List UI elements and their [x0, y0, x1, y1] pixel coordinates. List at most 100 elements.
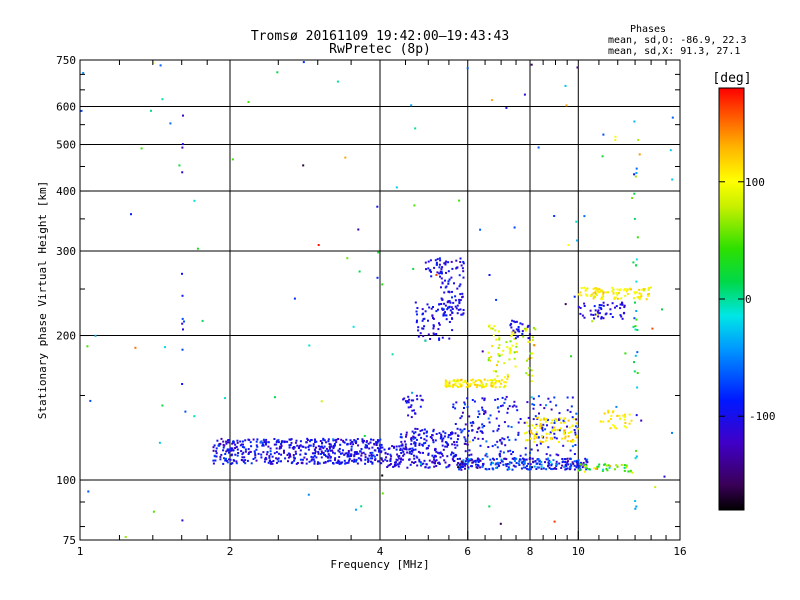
data-point [570, 355, 572, 358]
data-point [519, 418, 522, 420]
data-point [507, 375, 509, 378]
data-point [498, 354, 501, 357]
data-point [288, 446, 291, 449]
data-point [540, 463, 543, 466]
data-point [561, 458, 564, 460]
data-point [444, 445, 447, 448]
data-point [631, 197, 634, 199]
data-point [346, 257, 349, 260]
data-point [495, 417, 498, 420]
data-point [411, 447, 414, 450]
data-point [367, 458, 370, 461]
data-point [444, 261, 447, 264]
data-point [343, 453, 346, 456]
data-point [514, 465, 517, 468]
data-point [459, 465, 462, 468]
data-point [343, 459, 346, 462]
data-point [607, 411, 610, 414]
data-point [280, 460, 282, 463]
data-point [425, 431, 428, 434]
data-point [634, 325, 637, 328]
data-point [481, 431, 484, 434]
data-point [510, 461, 513, 464]
data-point [217, 444, 220, 447]
data-point [457, 380, 459, 383]
data-point [609, 308, 612, 311]
data-point [541, 426, 544, 429]
data-point [226, 461, 229, 464]
data-point [340, 438, 343, 441]
data-point [575, 422, 578, 425]
data-point [440, 268, 443, 271]
data-point [495, 338, 498, 341]
data-point [510, 322, 513, 325]
data-point [391, 445, 394, 448]
data-point [379, 447, 382, 450]
data-point [611, 286, 614, 289]
data-point [399, 436, 402, 439]
data-point [471, 429, 474, 432]
data-point [638, 153, 641, 156]
data-point [515, 462, 518, 464]
data-point [498, 424, 501, 427]
data-point [623, 415, 626, 418]
data-point [506, 373, 509, 376]
data-point [548, 462, 551, 465]
data-point [496, 398, 499, 401]
data-point [616, 297, 619, 300]
data-point [454, 423, 457, 425]
data-point [498, 385, 501, 388]
data-point [456, 458, 459, 460]
data-point [477, 461, 480, 463]
data-point [520, 467, 523, 470]
data-point [633, 297, 635, 300]
data-point [271, 455, 274, 458]
data-point [227, 441, 230, 444]
data-point [569, 457, 572, 460]
data-point [407, 395, 410, 398]
data-point [558, 462, 561, 465]
data-point [322, 437, 325, 440]
data-point [256, 438, 259, 441]
data-point [409, 447, 412, 450]
data-point [495, 370, 497, 373]
data-point [473, 400, 476, 403]
data-point [430, 437, 433, 440]
data-point [567, 419, 570, 422]
data-point [533, 437, 536, 440]
data-point [201, 319, 204, 322]
data-point [601, 155, 604, 158]
data-point [318, 462, 321, 465]
data-point [447, 282, 450, 285]
data-point [382, 460, 385, 463]
data-point [575, 459, 578, 462]
data-point [228, 458, 230, 461]
data-point [181, 171, 184, 174]
data-point [443, 302, 446, 305]
data-point [317, 461, 320, 464]
data-point [441, 454, 444, 457]
data-point [565, 465, 568, 467]
data-point [663, 475, 666, 478]
data-point [602, 291, 605, 294]
data-point [270, 461, 273, 463]
data-point [540, 424, 543, 427]
data-point [651, 327, 654, 330]
data-point [495, 379, 498, 382]
data-point [429, 338, 432, 340]
data-point [369, 457, 372, 460]
data-point [442, 448, 445, 451]
data-point [452, 301, 455, 304]
data-point [564, 437, 567, 440]
data-point [476, 384, 479, 387]
data-point [400, 452, 403, 454]
data-point [582, 461, 585, 464]
data-point [492, 430, 495, 433]
data-point [419, 463, 422, 466]
data-point [427, 333, 430, 336]
data-point [636, 329, 639, 331]
data-point [602, 295, 605, 298]
data-point [489, 414, 492, 417]
data-point [429, 259, 432, 262]
